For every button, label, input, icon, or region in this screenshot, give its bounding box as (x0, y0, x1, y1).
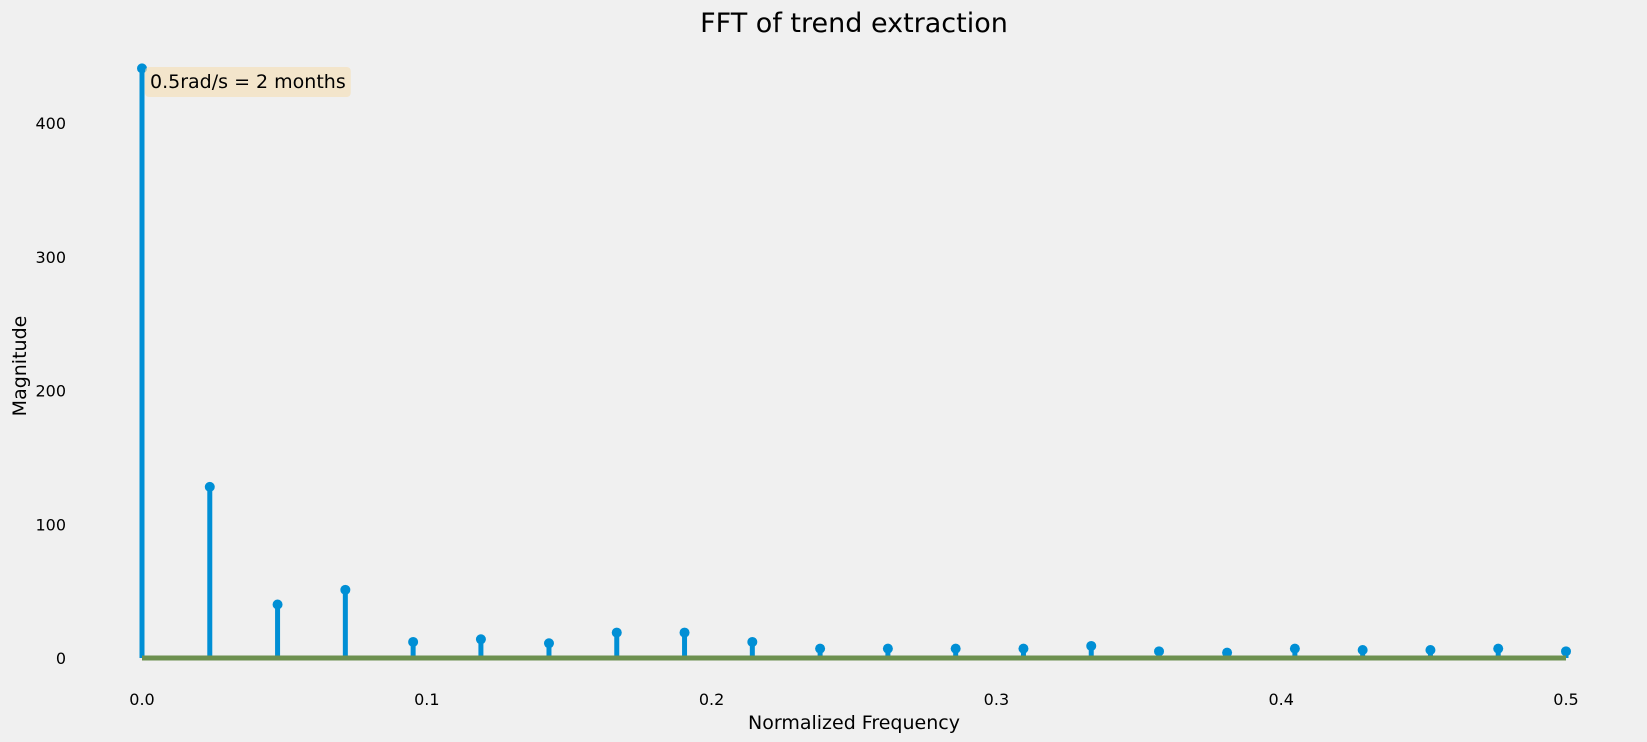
stem-marker (611, 627, 622, 638)
y-tick-label: 200 (35, 382, 66, 401)
stem-marker (1222, 647, 1233, 658)
chart-title: FFT of trend extraction (700, 8, 1008, 39)
annotation-text: 0.5rad/s = 2 months (150, 71, 346, 93)
stem-marker (1289, 643, 1300, 654)
stem-marker (950, 643, 961, 654)
x-tick-labels: 0.0 0.1 0.2 0.3 0.4 0.5 (129, 690, 1578, 709)
stem-marker (272, 599, 283, 610)
stem-marker (340, 584, 351, 595)
stem-marker (1357, 644, 1368, 655)
stem-marker (543, 638, 554, 649)
stem-marker (408, 636, 419, 647)
stem-marker (1154, 646, 1165, 657)
y-tick-label: 100 (35, 515, 66, 534)
y-tick-label: 300 (35, 248, 66, 267)
x-tick-label: 0.4 (1268, 690, 1293, 709)
stem-marker (1018, 643, 1029, 654)
stem-marker (475, 634, 486, 645)
x-tick-label: 0.3 (984, 690, 1009, 709)
annotation-box: 0.5rad/s = 2 months (145, 67, 351, 97)
stem-marker (1425, 644, 1436, 655)
x-tick-label: 0.0 (129, 690, 154, 709)
x-axis-label: Normalized Frequency (748, 712, 960, 734)
stem-marker (1086, 640, 1097, 651)
stem-marker (1561, 646, 1571, 657)
y-tick-label: 0 (56, 649, 66, 668)
stem-marker (882, 643, 893, 654)
stem-marker (137, 63, 147, 74)
stem-marker (204, 481, 215, 492)
stem-marker (815, 643, 826, 654)
x-tick-label: 0.2 (699, 690, 724, 709)
annotation-background (145, 67, 351, 97)
stem-marker (679, 627, 690, 638)
stem-marker (1493, 643, 1504, 654)
stem-series (137, 63, 1571, 658)
stem-marker (747, 636, 758, 647)
x-tick-label: 0.5 (1553, 690, 1578, 709)
y-axis-label: Magnitude (9, 316, 31, 417)
y-tick-label: 400 (35, 114, 66, 133)
x-tick-label: 0.1 (414, 690, 439, 709)
y-tick-labels: 0 100 200 300 400 (35, 114, 66, 668)
